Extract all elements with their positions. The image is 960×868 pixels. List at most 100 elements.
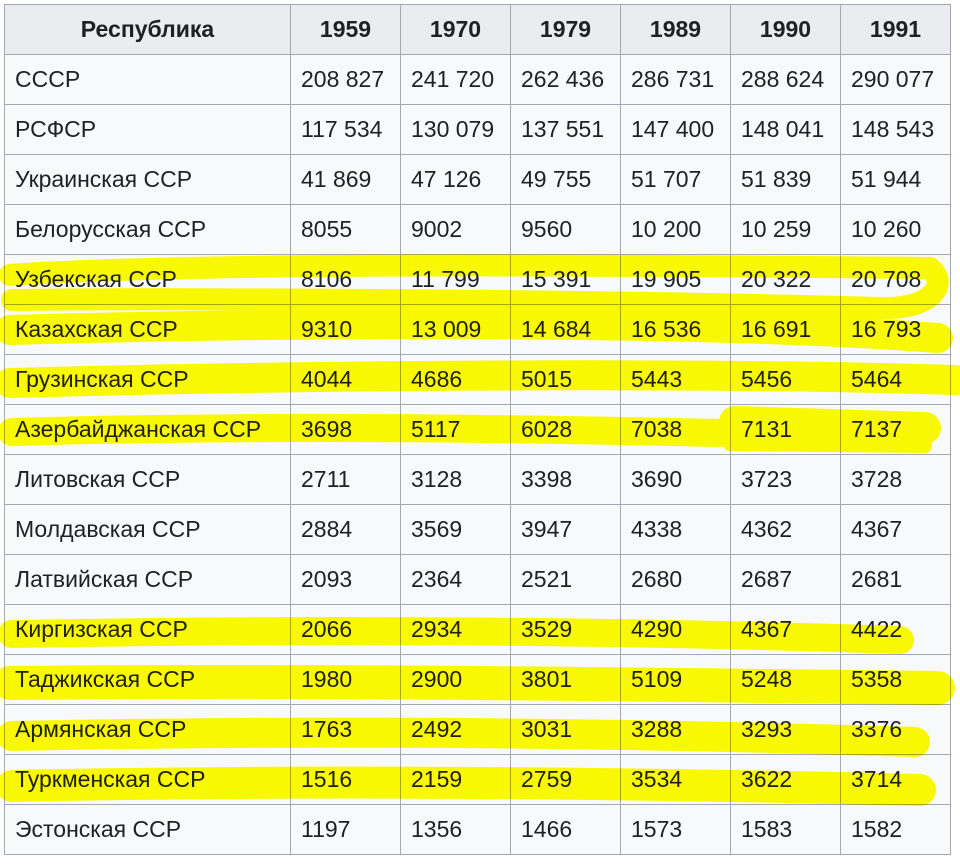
population-cell: 147 400	[620, 104, 731, 155]
population-cell: 3031	[510, 704, 621, 755]
population-cell: 3293	[730, 704, 841, 755]
population-cell: 14 684	[510, 304, 621, 355]
population-cell: 137 551	[510, 104, 621, 155]
population-cell: 3128	[400, 454, 511, 505]
population-cell: 4422	[840, 604, 951, 655]
population-cell: 5358	[840, 654, 951, 705]
republic-name: Казахская ССР	[4, 304, 291, 355]
population-cell: 2066	[290, 604, 401, 655]
population-cell: 286 731	[620, 54, 731, 105]
population-table-container: Республика 1959 1970 1979 1989 1990 1991…	[4, 4, 951, 863]
table-row: СССР 208 827 241 720 262 436 286 731 288 624 2…	[4, 54, 951, 105]
population-cell: 3288	[620, 704, 731, 755]
population-cell: 2159	[400, 754, 511, 805]
population-cell: 47 126	[400, 154, 511, 205]
population-cell: 290 077	[840, 54, 951, 105]
population-cell: 5109	[620, 654, 731, 705]
header-year: 1989	[620, 4, 731, 55]
population-cell: 262 436	[510, 54, 621, 105]
republic-name: Эстонская ССР	[4, 804, 291, 855]
population-cell: 1582	[840, 804, 951, 855]
population-cell: 51 839	[730, 154, 841, 205]
population-cell: 19 905	[620, 254, 731, 305]
population-cell: 2711	[290, 454, 401, 505]
table-row: Белорусская ССР 8055 9002 9560 10 200 10 259 1…	[4, 204, 951, 255]
republic-name: Армянская ССР	[4, 704, 291, 755]
republic-name: Узбекская ССР	[4, 254, 291, 305]
population-cell: 3622	[730, 754, 841, 805]
population-cell: 3534	[620, 754, 731, 805]
population-cell: 2680	[620, 554, 731, 605]
population-cell: 1573	[620, 804, 731, 855]
population-cell: 2364	[400, 554, 511, 605]
republic-name: Таджикская ССР	[4, 654, 291, 705]
population-cell: 2492	[400, 704, 511, 755]
population-cell: 2521	[510, 554, 621, 605]
population-cell: 51 707	[620, 154, 731, 205]
population-cell: 10 200	[620, 204, 731, 255]
population-cell: 20 322	[730, 254, 841, 305]
population-table: Республика 1959 1970 1979 1989 1990 1991…	[4, 4, 951, 855]
population-cell: 5456	[730, 354, 841, 405]
population-cell: 9310	[290, 304, 401, 355]
table-row: Казахская ССР 9310 13 009 14 684 16 536 16 69…	[4, 304, 951, 355]
republic-name: Туркменская ССР	[4, 754, 291, 805]
population-cell: 8106	[290, 254, 401, 305]
population-cell: 5117	[400, 404, 511, 455]
population-cell: 288 624	[730, 54, 841, 105]
table-row: Азербайджанская ССР 3698 5117 6028 7038 7131 7…	[4, 404, 951, 455]
population-cell: 16 793	[840, 304, 951, 355]
header-republic: Республика	[4, 4, 291, 55]
population-cell: 51 944	[840, 154, 951, 205]
population-cell: 13 009	[400, 304, 511, 355]
population-cell: 117 534	[290, 104, 401, 155]
population-cell: 241 720	[400, 54, 511, 105]
republic-name: Молдавская ССР	[4, 504, 291, 555]
population-cell: 1763	[290, 704, 401, 755]
population-cell: 7131	[730, 404, 841, 455]
header-year: 1970	[400, 4, 511, 55]
table-row: Украинская ССР 41 869 47 126 49 755 51 707 51…	[4, 154, 951, 205]
header-year: 1979	[510, 4, 621, 55]
table-row: Молдавская ССР 2884 3569 3947 4338 4362 4367	[4, 504, 951, 555]
population-cell: 49 755	[510, 154, 621, 205]
population-cell: 1197	[290, 804, 401, 855]
population-cell: 5464	[840, 354, 951, 405]
population-cell: 7137	[840, 404, 951, 455]
population-cell: 20 708	[840, 254, 951, 305]
header-year: 1959	[290, 4, 401, 55]
table-row: Армянская ССР 1763 2492 3031 3288 3293 3376	[4, 704, 951, 755]
population-cell: 10 259	[730, 204, 841, 255]
population-cell: 15 391	[510, 254, 621, 305]
population-cell: 130 079	[400, 104, 511, 155]
population-cell: 3376	[840, 704, 951, 755]
population-cell: 148 543	[840, 104, 951, 155]
population-cell: 5015	[510, 354, 621, 405]
population-cell: 7038	[620, 404, 731, 455]
population-cell: 3947	[510, 504, 621, 555]
population-cell: 3801	[510, 654, 621, 705]
population-cell: 8055	[290, 204, 401, 255]
population-cell: 4338	[620, 504, 731, 555]
republic-name: Белорусская ССР	[4, 204, 291, 255]
republic-name: Украинская ССР	[4, 154, 291, 205]
population-cell: 1466	[510, 804, 621, 855]
population-cell: 5248	[730, 654, 841, 705]
population-cell: 4044	[290, 354, 401, 405]
header-year: 1991	[840, 4, 951, 55]
population-cell: 4367	[840, 504, 951, 555]
republic-name: Литовская ССР	[4, 454, 291, 505]
population-cell: 1980	[290, 654, 401, 705]
population-cell: 2759	[510, 754, 621, 805]
republic-name: СССР	[4, 54, 291, 105]
table-row: Литовская ССР 2711 3128 3398 3690 3723 3728	[4, 454, 951, 505]
population-cell: 2884	[290, 504, 401, 555]
table-row: РСФСР 117 534 130 079 137 551 147 400 148 041…	[4, 104, 951, 155]
population-cell: 148 041	[730, 104, 841, 155]
population-cell: 2687	[730, 554, 841, 605]
population-cell: 10 260	[840, 204, 951, 255]
republic-name: Азербайджанская ССР	[4, 404, 291, 455]
table-row: Грузинская ССР 4044 4686 5015 5443 5456 5464	[4, 354, 951, 405]
population-cell: 1356	[400, 804, 511, 855]
header-year: 1990	[730, 4, 841, 55]
